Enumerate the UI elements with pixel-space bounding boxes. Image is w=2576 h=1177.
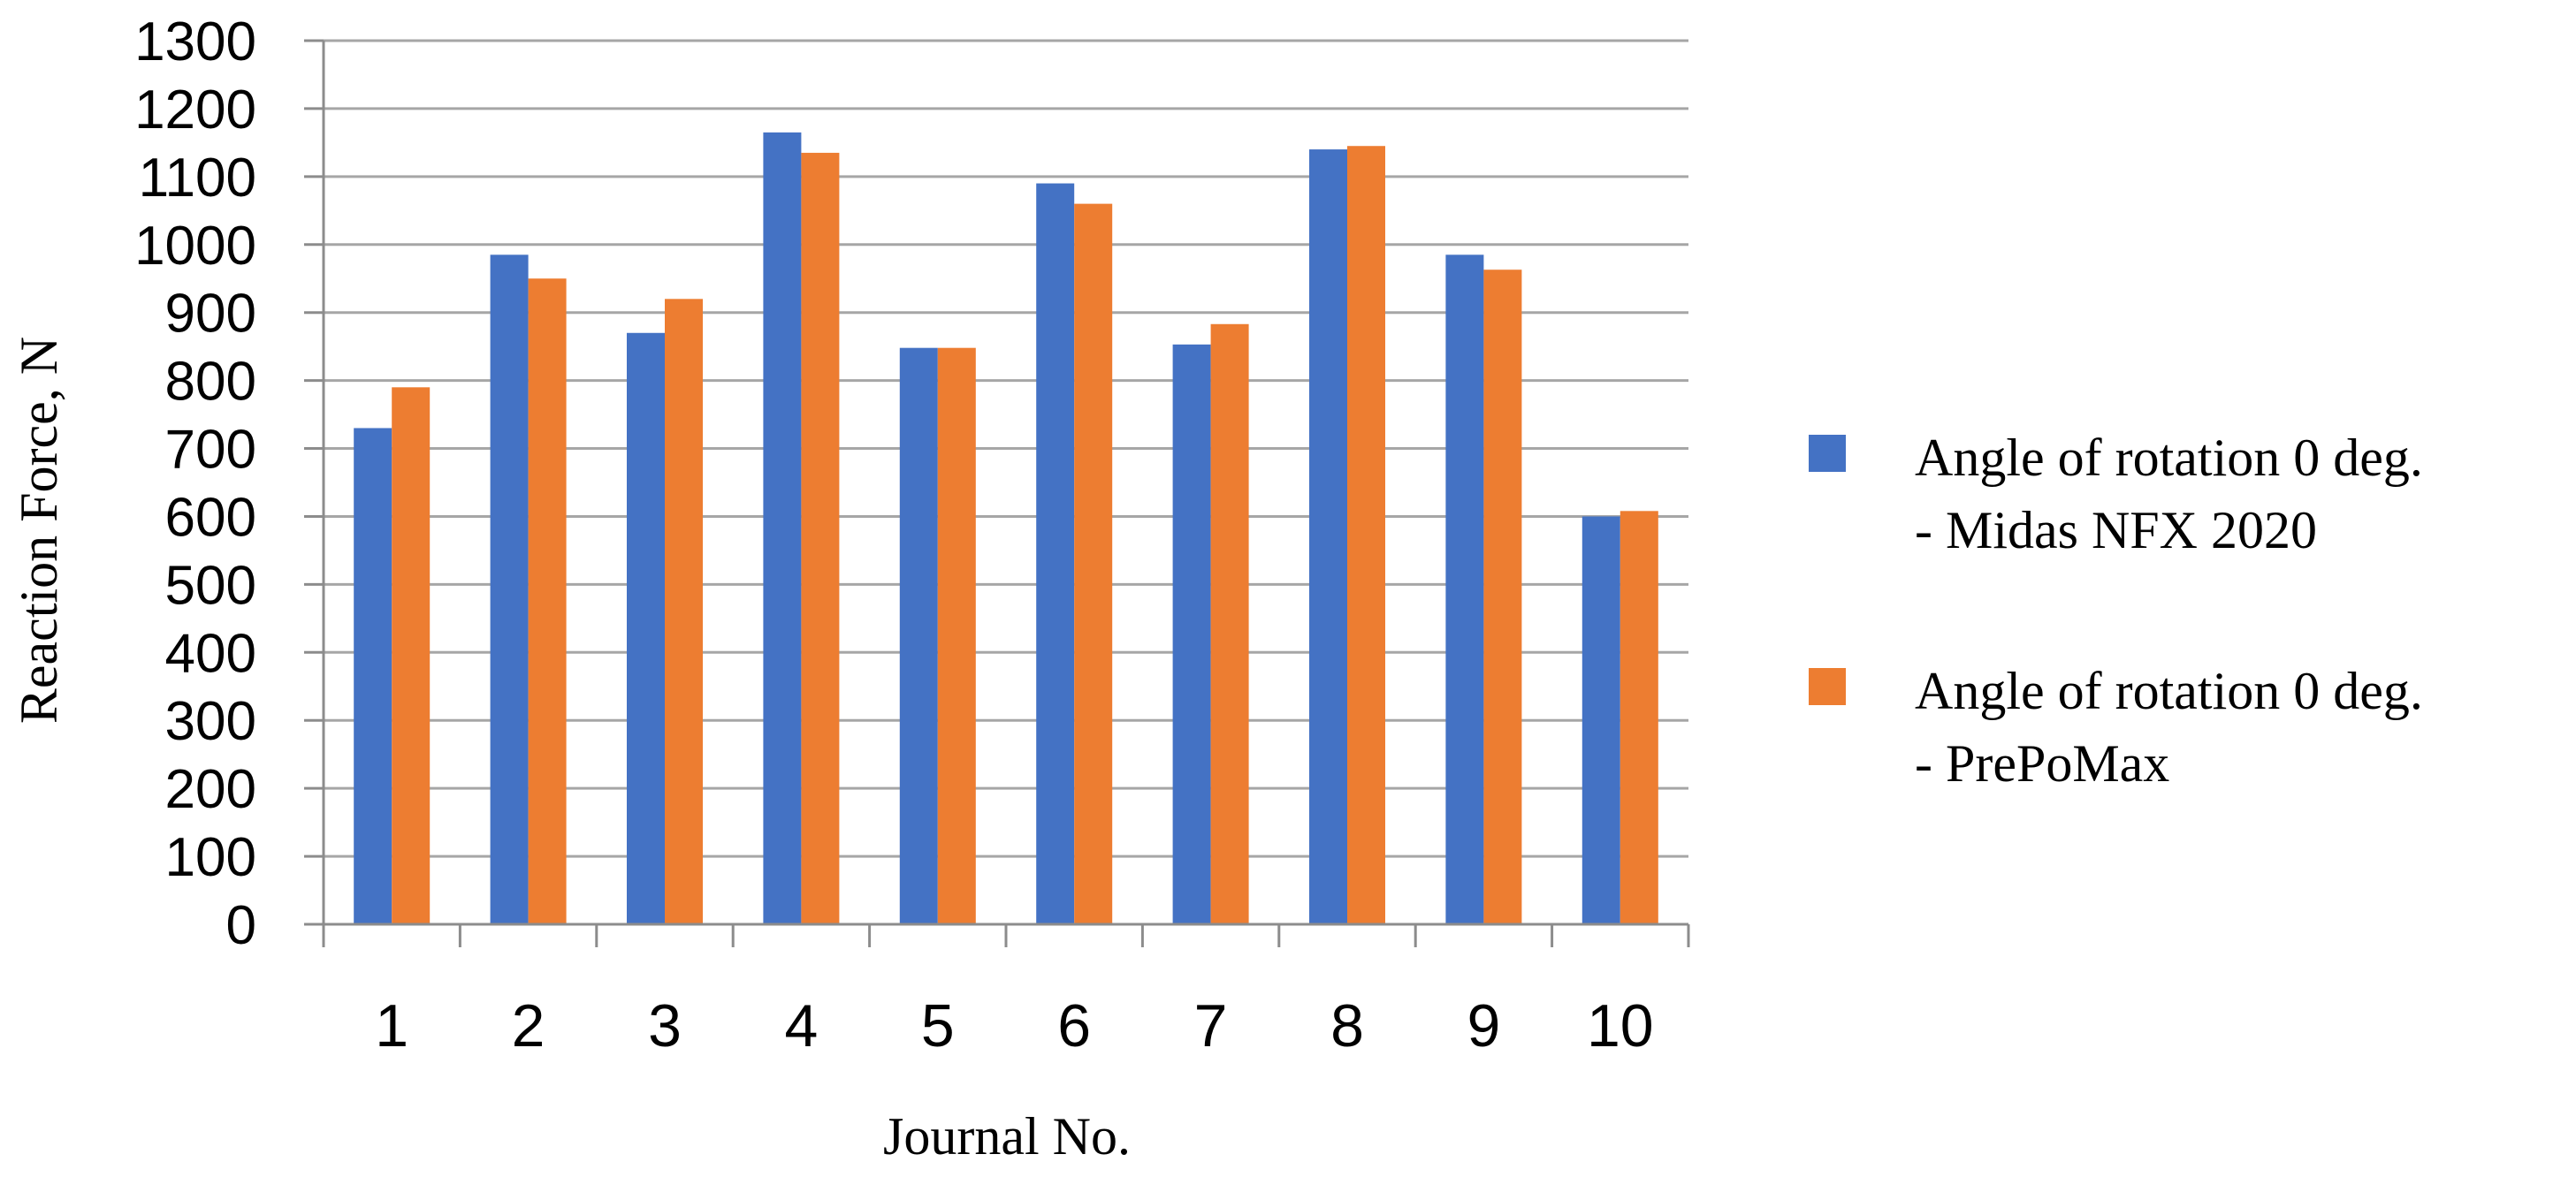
bar-series1-journal-2 <box>490 254 529 924</box>
bar-series2-journal-1 <box>392 387 431 924</box>
bar-series1-journal-3 <box>627 332 665 924</box>
x-tick-label-1: 1 <box>375 992 408 1059</box>
bar-series1-journal-4 <box>763 132 802 924</box>
y-tick-label-1100: 1100 <box>139 148 256 209</box>
y-tick-label-600: 600 <box>165 487 256 548</box>
bar-series2-journal-4 <box>801 152 840 924</box>
bar-series1-journal-10 <box>1581 516 1620 924</box>
bar-series2-journal-9 <box>1483 270 1522 924</box>
bar-series2-journal-3 <box>665 299 703 924</box>
bar-series1-journal-7 <box>1172 344 1211 924</box>
legend-label-midas-line2: - Midas NFX 2020 <box>1915 501 2317 559</box>
x-tick-label-2: 2 <box>512 992 545 1059</box>
bar-series2-journal-8 <box>1347 146 1385 924</box>
x-tick-labels: 1 2 3 4 5 6 7 8 9 10 <box>375 992 1653 1059</box>
bar-series1-journal-1 <box>354 428 392 924</box>
bars <box>354 132 1658 925</box>
x-tick-label-3: 3 <box>648 992 682 1059</box>
x-tick-label-5: 5 <box>921 992 955 1059</box>
x-axis-title: Journal No. <box>883 1107 1131 1166</box>
legend-label-prepomax-line2: - PrePoMax <box>1915 734 2169 793</box>
x-tick-label-9: 9 <box>1467 992 1500 1059</box>
x-tick-label-10: 10 <box>1587 992 1654 1059</box>
legend-label-prepomax-line1: Angle of rotation 0 deg. <box>1915 662 2423 720</box>
bar-series2-journal-10 <box>1620 511 1658 924</box>
y-tick-label-900: 900 <box>165 284 256 345</box>
bar-series2-journal-2 <box>528 278 567 924</box>
y-tick-label-1200: 1200 <box>134 80 256 140</box>
bar-series2-journal-6 <box>1074 203 1113 925</box>
y-tick-label-800: 800 <box>165 352 256 413</box>
bar-series2-journal-7 <box>1210 323 1249 924</box>
bar-series1-journal-5 <box>899 347 938 924</box>
x-tick-label-8: 8 <box>1330 992 1364 1059</box>
legend-swatch-midas <box>1809 435 1846 472</box>
y-tick-label-1000: 1000 <box>134 216 256 277</box>
y-tick-label-400: 400 <box>165 623 256 684</box>
y-tick-label-200: 200 <box>165 759 256 820</box>
bar-series1-journal-8 <box>1309 149 1347 925</box>
y-tick-label-100: 100 <box>165 827 256 888</box>
y-axis-title: Reaction Force, N <box>10 337 68 724</box>
y-tick-label-1300: 1300 <box>134 11 256 72</box>
legend-swatch-prepomax <box>1809 668 1846 705</box>
bar-series1-journal-6 <box>1036 183 1075 925</box>
x-tick-label-7: 7 <box>1194 992 1228 1059</box>
bar-series1-journal-9 <box>1445 254 1484 924</box>
y-tick-label-300: 300 <box>165 691 256 752</box>
y-tick-label-0: 0 <box>226 895 256 956</box>
y-tick-label-700: 700 <box>165 420 256 481</box>
x-tick-label-6: 6 <box>1057 992 1091 1059</box>
legend-label-midas-line1: Angle of rotation 0 deg. <box>1915 429 2423 487</box>
bar-series2-journal-5 <box>937 347 976 924</box>
x-tick-label-4: 4 <box>784 992 818 1059</box>
legend: Angle of rotation 0 deg. - Midas NFX 202… <box>1809 429 2423 793</box>
y-tick-label-500: 500 <box>165 555 256 616</box>
axes <box>304 39 1690 947</box>
